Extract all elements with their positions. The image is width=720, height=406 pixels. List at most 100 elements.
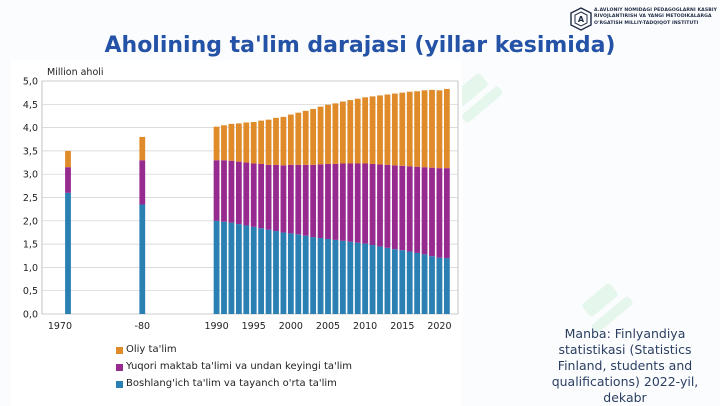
bar-segment	[384, 94, 391, 165]
bar-segment	[369, 245, 376, 314]
slide-title: Aholining ta'lim darajasi (yillar kesimi…	[104, 33, 616, 58]
bar-segment	[258, 163, 265, 229]
bar-segment	[339, 163, 346, 241]
y-tick-label: 3,5	[23, 146, 38, 157]
bar-segment	[228, 123, 235, 161]
bar-segment	[406, 91, 413, 167]
y-axis-title: Million aholi	[47, 67, 104, 78]
bar-segment	[295, 164, 302, 235]
bar-segment	[391, 93, 398, 166]
bar-segment	[265, 119, 272, 165]
bar-segment	[414, 166, 421, 253]
bar-segment	[310, 237, 317, 314]
bar-segment	[443, 168, 450, 259]
bar-segment	[287, 164, 294, 234]
bar-segment	[347, 100, 354, 164]
bar-segment	[362, 97, 369, 164]
bar-segment	[280, 165, 287, 233]
y-tick-label: 4,0	[23, 123, 38, 134]
bar-segment	[369, 163, 376, 246]
y-tick-label: 2,5	[23, 193, 38, 204]
bar-segment	[287, 114, 294, 165]
bar-segment	[139, 136, 146, 161]
bar-segment	[347, 163, 354, 242]
bar-segment	[213, 220, 220, 314]
logo-line: O'RGATISH MILLIY-TADQIQOT INSTITUTI	[594, 20, 699, 26]
x-tick-label: 2015	[390, 321, 414, 332]
bar-segment	[429, 256, 435, 314]
bar-segment	[421, 167, 428, 255]
bar-segment	[317, 106, 324, 165]
bar-segment	[332, 103, 339, 164]
bar-segment	[317, 238, 324, 314]
x-tick-label: 2010	[353, 321, 377, 332]
bar-segment	[273, 231, 279, 314]
y-tick-label: 5,0	[23, 77, 38, 88]
bar-segment	[362, 163, 369, 244]
bar-segment	[377, 164, 383, 247]
x-tick-label: 1990	[204, 321, 228, 332]
bar-segment	[243, 122, 250, 163]
bar-segment	[258, 228, 265, 314]
bar-segment	[139, 160, 146, 205]
bar-segment	[406, 251, 413, 314]
chart-panel: 0,0 0,5 1,0 1,5 2,0 2,5 3,0 3,5 4,0 4,5 5,0 Million…	[10, 60, 462, 406]
bar-segment	[235, 161, 242, 225]
y-tick-label: 4,5	[23, 100, 38, 111]
bar-segment	[399, 92, 406, 166]
y-tick-label: 3,0	[23, 170, 38, 181]
bar-segment	[332, 163, 339, 240]
bar-segment	[221, 125, 227, 161]
bar-segment	[362, 243, 369, 314]
bar-segment	[65, 150, 71, 168]
bar-segment	[302, 164, 309, 236]
bar-segment	[421, 90, 428, 168]
bar-segment	[377, 246, 383, 314]
bar-segment	[384, 164, 391, 248]
bar-segment	[347, 241, 354, 314]
svg-text:A: A	[578, 15, 585, 24]
bar-segment	[302, 110, 309, 165]
bar-segment	[243, 162, 250, 226]
y-tick-label: 0,0	[23, 310, 38, 321]
x-tick-label: 1995	[242, 321, 266, 332]
bar-segment	[317, 164, 324, 239]
bar-segment	[302, 235, 309, 314]
bar-segment	[443, 88, 450, 169]
bar-segment	[339, 240, 346, 314]
bar-segment	[377, 95, 383, 165]
bar-segment	[436, 257, 443, 314]
y-tick-label: 0,5	[23, 286, 38, 297]
bar-segment	[250, 122, 257, 164]
bar-segment	[436, 168, 443, 258]
x-tick-label: 1970	[48, 321, 72, 332]
bar-segment	[325, 163, 331, 239]
bar-segment	[391, 249, 398, 314]
bar-segment	[139, 204, 146, 314]
bar-segment	[399, 165, 406, 251]
bar-segment	[429, 89, 435, 168]
y-tick-label: 1,5	[23, 240, 38, 251]
x-tick-label: -80	[135, 321, 151, 332]
bar-segment	[250, 163, 257, 227]
bar-segment	[228, 222, 235, 314]
bar-segment	[354, 98, 361, 164]
legend-swatch	[116, 381, 123, 388]
bar-segment	[310, 164, 317, 238]
bar-segment	[213, 126, 220, 161]
bar-segment	[280, 232, 287, 314]
bar-segment	[235, 123, 242, 162]
legend-label: Boshlang'ich ta'lim va tayanch o'rta ta'…	[126, 378, 337, 389]
bar-segment	[65, 192, 71, 314]
bar-segment	[414, 252, 421, 314]
bar-segment	[332, 239, 339, 314]
legend-swatch	[116, 347, 123, 354]
bar-segment	[280, 116, 287, 166]
institute-logo: A A.AVLONIY NOMIDAGI PEDAGOGLARNI KASBIY…	[570, 6, 720, 36]
bar-segment	[243, 225, 250, 314]
bar-segment	[265, 164, 272, 230]
x-tick-label: 2020	[427, 321, 451, 332]
x-tick-label: 2000	[279, 321, 303, 332]
bar-segment	[325, 104, 331, 164]
